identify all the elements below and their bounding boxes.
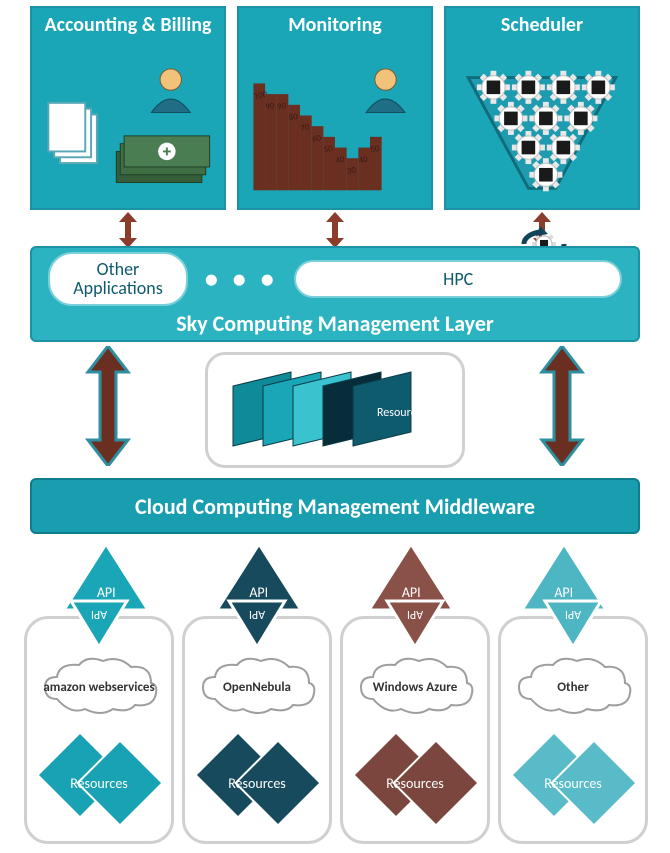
app-title-monitoring: Monitoring [245,14,425,36]
api-down-other: API [541,597,605,651]
monitoring-art: 10090908070605040304050 [247,64,423,200]
resources-other: Resources [508,729,638,829]
svg-text:Resources: Resources [377,406,427,420]
provider-label-other: Other [557,681,588,695]
sky-pills: Other Applications ● ● ● HPC [32,254,638,304]
resources-label: Resources [386,775,444,792]
scheduler-art [454,64,630,200]
provider-nebula: API OpenNebula Resources [182,616,332,844]
cloud-nebula: OpenNebula [193,653,321,723]
provider-label-aws: amazon webservices [43,681,154,695]
api-down-nebula: API [225,597,289,651]
app-box-accounting: Accounting & Billing [30,6,226,210]
app-box-scheduler: Scheduler [444,6,640,210]
resources-label: Resources [228,775,286,792]
provider-other: API Other Resources [498,616,648,844]
big-arrow-left [84,346,132,466]
app-box-monitoring: Monitoring 10090908070605040304050 [237,6,433,210]
resources-label: Resources [544,775,602,792]
resources-nebula: Resources [192,729,322,829]
arrow-accounting-down [113,212,143,248]
provider-label-azure: Windows Azure [373,681,458,695]
pill-ellipsis: ● ● ● [204,265,278,294]
api-label: API [541,607,605,621]
accounting-art [40,64,216,200]
app-title-scheduler: Scheduler [452,14,632,36]
provider-azure: API Windows Azure Resources [340,616,490,844]
cloud-other: Other [509,653,637,723]
cloud-aws: amazon webservices [35,653,163,723]
resources-label: Resources [70,775,128,792]
app-title-accounting: Accounting & Billing [38,14,218,36]
big-arrow-right [538,346,586,466]
api-label: API [67,607,131,621]
pill-other-apps: Other Applications [48,252,188,306]
cloud-azure: Windows Azure [351,653,479,723]
provider-aws: API amazon webservices Resources [24,616,174,844]
cloud-middleware-label: Cloud Computing Management Middleware [135,493,535,520]
resources-aws: Resources [34,729,164,829]
cloud-middleware-bar: Cloud Computing Management Middleware [30,478,640,534]
api-label: API [225,607,289,621]
provider-label-nebula: OpenNebula [223,681,291,695]
api-label: API [383,607,447,621]
sky-layer-bar: Other Applications ● ● ● HPC Sky Computi… [30,246,640,342]
api-down-aws: API [67,597,131,651]
api-down-azure: API [383,597,447,651]
arrow-monitoring-down [320,212,350,248]
providers-row: API amazon webservices Resources API [24,616,648,844]
pill-hpc: HPC [294,260,622,298]
sky-layer-label: Sky Computing Management Layer [32,310,638,337]
top-apps-row: Accounting & Billing [30,6,640,210]
middle-resources: Resources [205,352,465,468]
resources-azure: Resources [350,729,480,829]
